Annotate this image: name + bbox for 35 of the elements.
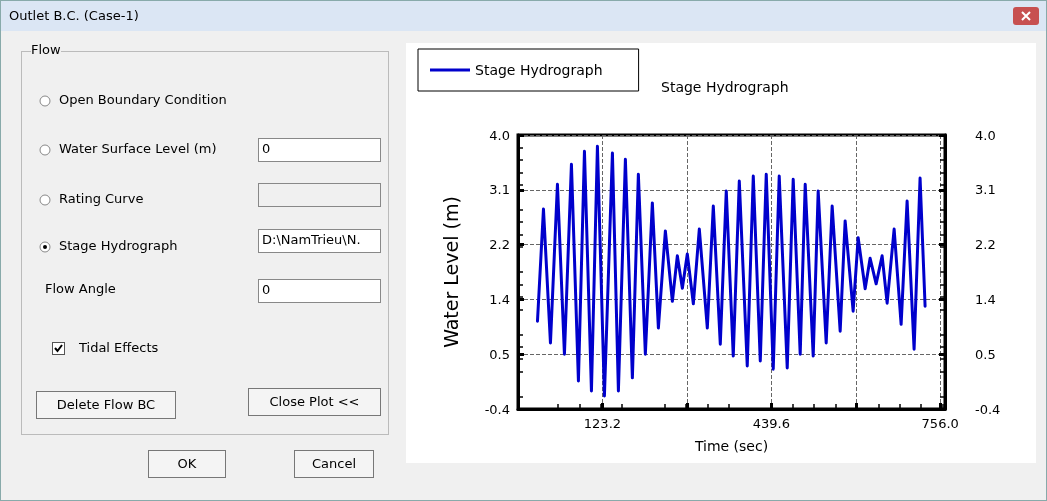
y2-tick-label: 4.0 (975, 127, 996, 143)
text: Outlet B.C. (Case-1) (9, 8, 139, 23)
y-tick-label: 1.4 (489, 291, 510, 307)
text: D:\NamTrieu\N. (258, 229, 381, 253)
text: Rating Curve (59, 191, 144, 206)
text: Tidal Effects (79, 340, 159, 355)
text: Stage Hydrograph (59, 238, 178, 253)
y-tick-label: -0.4 (484, 401, 510, 417)
text: Cancel (294, 450, 374, 478)
text: Delete Flow BC (36, 391, 176, 419)
y-tick-label: 0.5 (489, 346, 510, 362)
x-tick-label: 756.0 (921, 416, 959, 431)
x-axis-title: Time (sec) (693, 438, 769, 454)
text: Water Surface Level (m) (59, 141, 217, 156)
y2-tick-label: -0.4 (975, 401, 1001, 417)
x-tick-label: 123.2 (583, 416, 622, 431)
text: Open Boundary Condition (59, 92, 227, 107)
text: Flow (31, 42, 61, 57)
y-tick-label: 3.1 (489, 182, 510, 198)
text: 0 (258, 138, 381, 162)
legend-label: Stage Hydrograph (475, 62, 603, 78)
y2-tick-label: 2.2 (975, 237, 996, 253)
text: Flow Angle (45, 281, 116, 296)
y-tick-label: 2.2 (489, 237, 510, 253)
x-tick-label: 439.6 (752, 416, 790, 431)
y-tick-label: 4.0 (489, 127, 510, 143)
text: OK (148, 450, 226, 478)
line-series (535, 144, 927, 398)
y2-tick-label: 0.5 (975, 346, 996, 362)
text: Close Plot << (248, 388, 381, 416)
y2-tick-label: 1.4 (975, 291, 996, 307)
y-axis-title: Water Level (m) (439, 196, 462, 348)
y2-tick-label: 3.1 (975, 182, 996, 198)
text: 0 (258, 279, 381, 303)
chart-title: Stage Hydrograph (661, 79, 789, 95)
